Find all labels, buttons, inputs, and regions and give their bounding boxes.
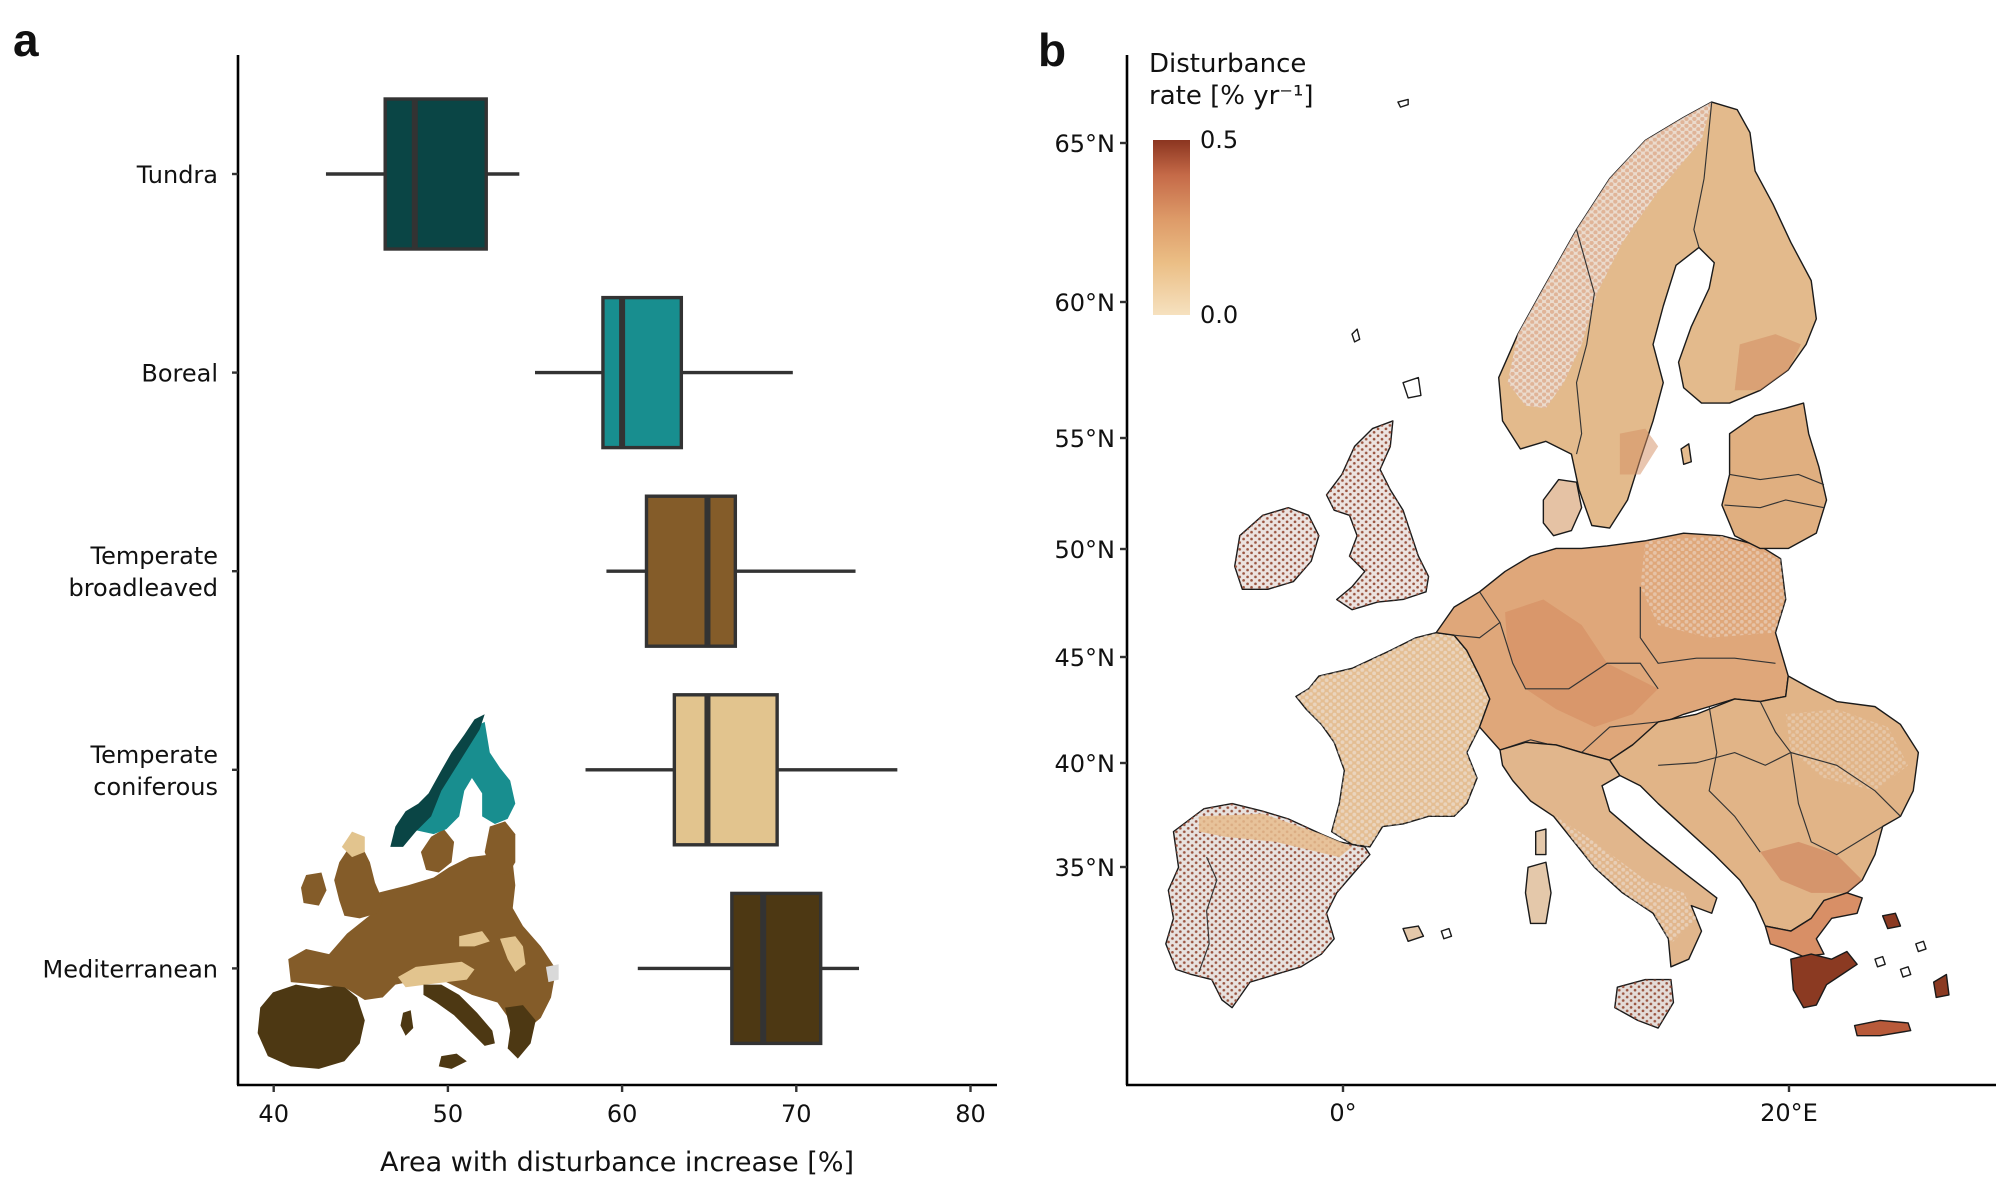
box-temperate-coniferous [672,693,779,847]
panel-a: a [13,14,997,1178]
lon-tick-label: 0° [1329,1099,1356,1127]
boxplot-tundra [325,97,520,251]
map-central-europe [1435,532,1789,761]
boxplot-temperate-broadleaved [606,494,856,648]
lat-tick-label: 35°N [1055,854,1116,882]
inset-ireland [301,872,327,906]
map-baltics [1721,402,1828,550]
inset-italy [423,984,495,1046]
inset-boreal [410,721,516,835]
map-france [1295,631,1491,848]
x-axis-title: Area with disturbance increase [%] [380,1147,854,1178]
y-tick-label-temperate-coniferous: Temperate [90,741,218,769]
x-tick-label-70: 70 [781,1100,812,1128]
box-mediterranean [730,891,823,1046]
biome-inset-map [257,714,559,1069]
longitude-ticks: 0° 20°E [1329,1085,1818,1127]
map-east-europe [1608,675,1920,932]
panel-b-letter: b [1038,24,1066,76]
lat-tick-label: 45°N [1055,644,1116,672]
latitude-ticks: 35°N 40°N 45°N 50°N 55°N 60°N 65°N [1055,130,1127,882]
disturbance-map [1165,98,1950,1037]
colorbar-legend: Disturbance rate [% yr⁻¹] 0.5 0.0 [1149,49,1314,329]
lon-tick-label: 20°E [1760,1099,1818,1127]
x-ticks: 40 50 60 70 80 [258,1085,986,1128]
map-denmark [1542,478,1583,537]
y-tick-label-boreal: Boreal [141,360,218,388]
inset-greece [505,1005,536,1059]
inset-sardinia [400,1010,414,1036]
inset-temperate-broadleaved [288,854,557,1031]
map-greece [1764,892,1950,1037]
x-tick-label-60: 60 [607,1100,638,1128]
inset-other [545,964,559,983]
box-tundra [383,97,488,251]
lat-tick-label: 40°N [1055,750,1116,778]
y-tick-label-tundra: Tundra [136,161,218,189]
inset-scotland-coniferous [341,831,365,858]
inset-sicily [438,1053,467,1069]
boxplots [325,97,898,1046]
boxplot-boreal [535,295,793,450]
x-tick-label-50: 50 [433,1100,464,1128]
boxplot-mediterranean [637,891,860,1046]
panel-a-letter: a [13,14,39,66]
inset-alps [397,961,475,988]
inset-carpathians-north [459,931,490,947]
colorbar [1153,140,1190,315]
boxplot-temperate-coniferous [585,693,898,847]
map-iberia [1165,802,1371,1009]
y-tick-label-temperate-broadleaved: Temperate [90,542,218,570]
lat-tick-label: 65°N [1055,130,1116,158]
x-tick-label-80: 80 [955,1100,986,1128]
legend-title-line2: rate [% yr⁻¹] [1149,81,1314,111]
y-tick-label-temperate-broadleaved: broadleaved [68,574,218,602]
y-tick-label-mediterranean: Mediterranean [43,955,218,983]
panel-b: b [1038,24,1996,1127]
inset-iberia [257,984,365,1069]
x-tick-label-40: 40 [258,1100,289,1128]
inset-carpathians [499,936,526,972]
lat-tick-label: 60°N [1055,289,1116,317]
map-british-isles [1233,420,1430,611]
inset-tundra [390,714,485,847]
inset-scania [420,829,455,873]
box-boreal [601,295,684,450]
box-temperate-broadleaved [644,494,738,648]
colorbar-max-label: 0.5 [1200,126,1238,154]
map-islands [1351,98,1693,943]
legend-title-line1: Disturbance [1149,49,1306,79]
map-italy [1499,741,1718,1029]
map-scandinavia [1498,101,1818,529]
inset-britain [334,846,383,919]
colorbar-min-label: 0.0 [1200,301,1238,329]
y-tick-label-temperate-coniferous: coniferous [93,773,218,801]
inset-baltics [484,821,516,875]
lat-tick-label: 55°N [1055,425,1116,453]
y-ticks: Tundra Boreal Temperate broadleaved Temperat… [43,161,238,983]
lat-tick-label: 50°N [1055,536,1116,564]
